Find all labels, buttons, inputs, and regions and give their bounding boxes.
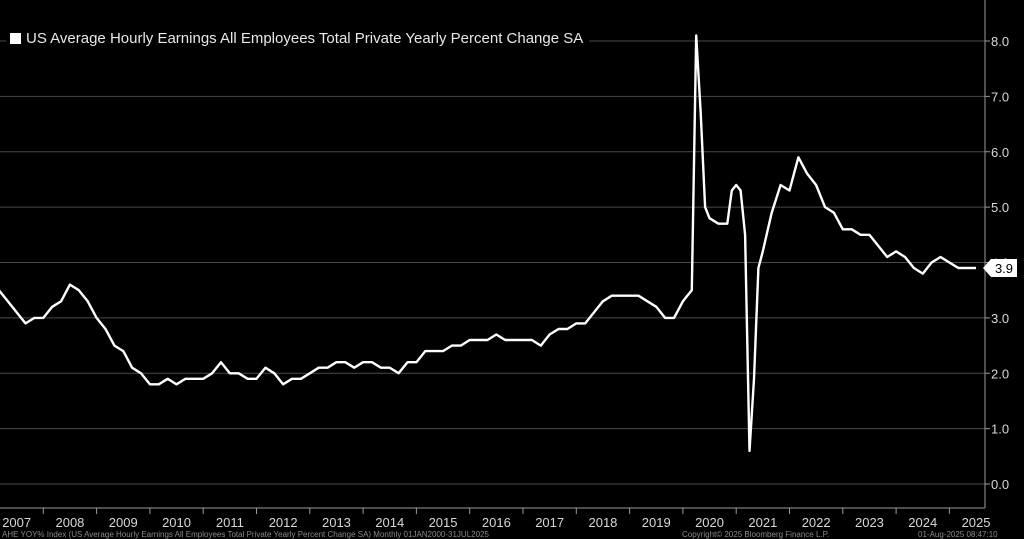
x-tick-label: 2019 bbox=[642, 515, 671, 530]
last-value-marker: 3.9 bbox=[983, 259, 1017, 278]
x-tick-label: 2009 bbox=[109, 515, 138, 530]
y-tick-label: 7.0 bbox=[991, 89, 1009, 104]
x-tick-label: 2017 bbox=[535, 515, 564, 530]
y-tick-label: 2.0 bbox=[991, 366, 1009, 381]
series-line-0 bbox=[0, 34, 976, 452]
legend: US Average Hourly Earnings All Employees… bbox=[6, 28, 590, 49]
x-tick-label: 2010 bbox=[162, 515, 191, 530]
x-tick-label: 2020 bbox=[695, 515, 724, 530]
series-lines bbox=[0, 34, 976, 452]
footer-source: AHE YOY% Index (US Average Hourly Earnin… bbox=[2, 530, 489, 539]
y-tick-label: 1.0 bbox=[991, 422, 1009, 437]
footer: AHE YOY% Index (US Average Hourly Earnin… bbox=[0, 529, 1024, 539]
footer-copyright: Copyright© 2025 Bloomberg Finance L.P. bbox=[682, 530, 830, 539]
footer-timestamp: 01-Aug-2025 08:47:10 bbox=[918, 530, 998, 539]
x-tick-label: 2021 bbox=[748, 515, 777, 530]
x-tick-label: 2018 bbox=[588, 515, 617, 530]
y-tick-label: 8.0 bbox=[991, 34, 1009, 49]
x-tick-label: 2025 bbox=[962, 515, 991, 530]
x-tick-label: 2008 bbox=[55, 515, 84, 530]
x-tick-label: 2022 bbox=[802, 515, 831, 530]
last-value-box bbox=[983, 259, 1017, 278]
x-tick-label: 2012 bbox=[269, 515, 298, 530]
x-axis: 2007 2008 2009 2010 2011 2012 2013 2014 2015 2016… bbox=[0, 507, 991, 530]
y-tick-label: 5.0 bbox=[991, 200, 1009, 215]
y-tick-label: 3.0 bbox=[991, 311, 1009, 326]
x-tick-label: 2023 bbox=[855, 515, 884, 530]
x-tick-label: 2015 bbox=[429, 515, 458, 530]
y-tick-label: 0.0 bbox=[991, 477, 1009, 492]
x-tick-label: 2007 bbox=[2, 515, 31, 530]
x-tick-label: 2011 bbox=[216, 515, 244, 530]
legend-label: US Average Hourly Earnings All Employees… bbox=[26, 30, 584, 47]
legend-swatch bbox=[10, 33, 21, 44]
x-tick-label: 2016 bbox=[482, 515, 511, 530]
y-tick-label: 6.0 bbox=[991, 145, 1009, 160]
x-tick-label: 2013 bbox=[322, 515, 351, 530]
last-value-label: 3.9 bbox=[995, 261, 1013, 276]
x-tick-label: 2024 bbox=[908, 515, 937, 530]
x-tick-label: 2014 bbox=[375, 515, 404, 530]
